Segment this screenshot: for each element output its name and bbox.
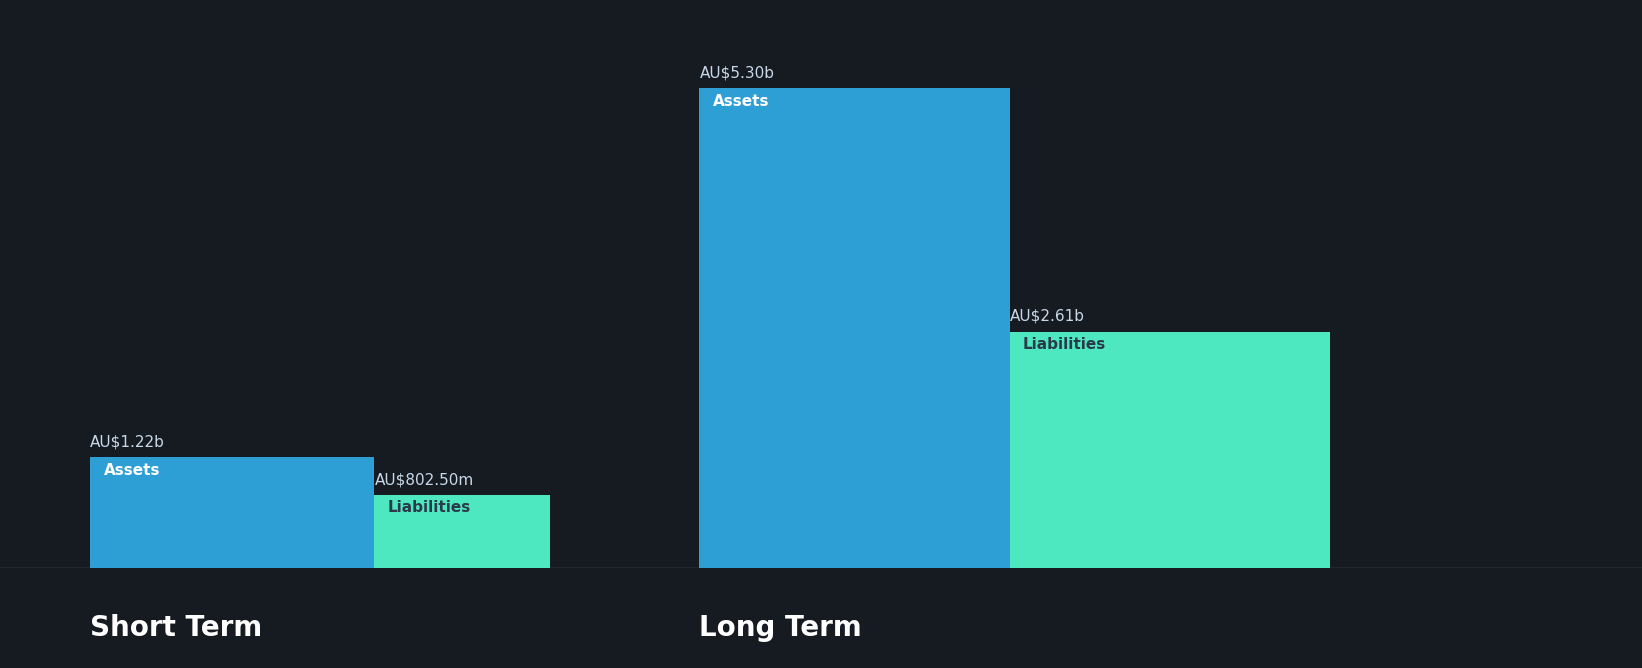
Text: AU$802.50m: AU$802.50m — [374, 472, 473, 488]
Bar — [374, 495, 550, 568]
Text: Liabilities: Liabilities — [388, 500, 471, 516]
Text: AU$2.61b: AU$2.61b — [1010, 309, 1085, 324]
Bar — [699, 88, 1010, 568]
Text: Liabilities: Liabilities — [1023, 337, 1107, 352]
Bar — [1010, 332, 1330, 568]
Text: Assets: Assets — [713, 94, 768, 109]
Text: Long Term: Long Term — [699, 614, 862, 642]
Text: Short Term: Short Term — [90, 614, 263, 642]
Bar — [90, 458, 374, 568]
Text: AU$5.30b: AU$5.30b — [699, 65, 775, 81]
Text: Assets: Assets — [103, 463, 159, 478]
Text: AU$1.22b: AU$1.22b — [90, 435, 166, 450]
